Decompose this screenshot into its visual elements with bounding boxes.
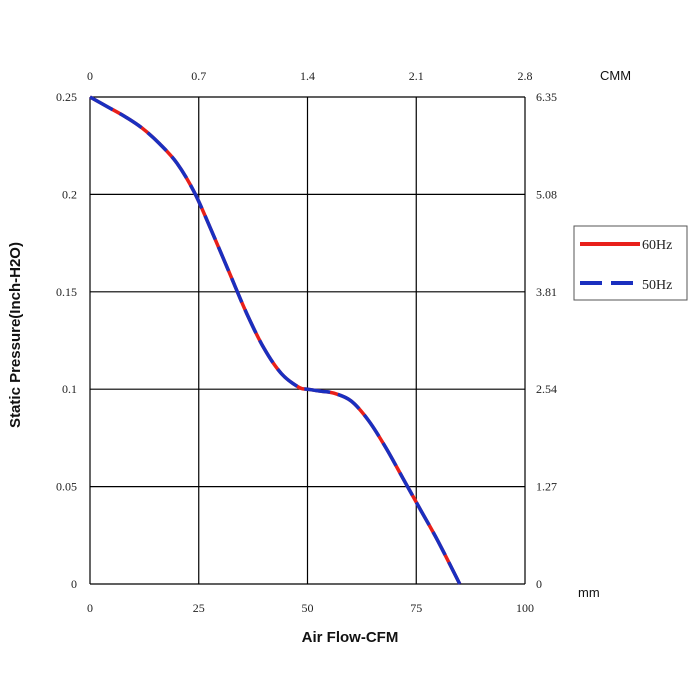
y-axis-title: Static Pressure(Inch-H2O) [7, 242, 24, 428]
series-line-60hz [89, 95, 462, 585]
top-tick-label: 0 [87, 69, 93, 83]
x-tick-label: 100 [516, 601, 534, 615]
y-tick-label: 0.25 [56, 90, 77, 104]
right-tick-label: 5.08 [536, 187, 557, 201]
right-tick-label: 6.35 [536, 90, 557, 104]
top-tick-label: 1.4 [300, 69, 315, 83]
y-tick-label: 0.2 [62, 187, 77, 201]
y-tick-label: 0 [71, 577, 77, 591]
right-tick-label: 3.81 [536, 285, 557, 299]
x-tick-label: 25 [193, 601, 205, 615]
y-tick-label: 0.05 [56, 480, 77, 494]
legend: 60Hz 50Hz [573, 225, 688, 301]
legend-label-50hz: 50Hz [642, 278, 672, 293]
top-axis-unit: CMM [600, 68, 631, 83]
top-tick-label: 2.1 [409, 69, 424, 83]
grid [89, 96, 526, 585]
y-tick-label: 0.1 [62, 382, 77, 396]
y-tick-label: 0.15 [56, 285, 77, 299]
right-axis-unit: mm [578, 585, 600, 600]
top-tick-label: 2.8 [518, 69, 533, 83]
series-lines [89, 95, 462, 585]
right-tick-label: 1.27 [536, 480, 557, 494]
series-line-50hz [89, 95, 462, 585]
legend-box [573, 225, 688, 301]
x-tick-label: 75 [410, 601, 422, 615]
legend-label-60hz: 60Hz [642, 238, 672, 253]
x-axis-title: Air Flow-CFM [302, 629, 399, 646]
right-tick-label: 0 [536, 577, 542, 591]
top-tick-label: 0.7 [191, 69, 206, 83]
x-tick-label: 0 [87, 601, 93, 615]
right-tick-label: 2.54 [536, 382, 557, 396]
x-tick-label: 50 [302, 601, 314, 615]
